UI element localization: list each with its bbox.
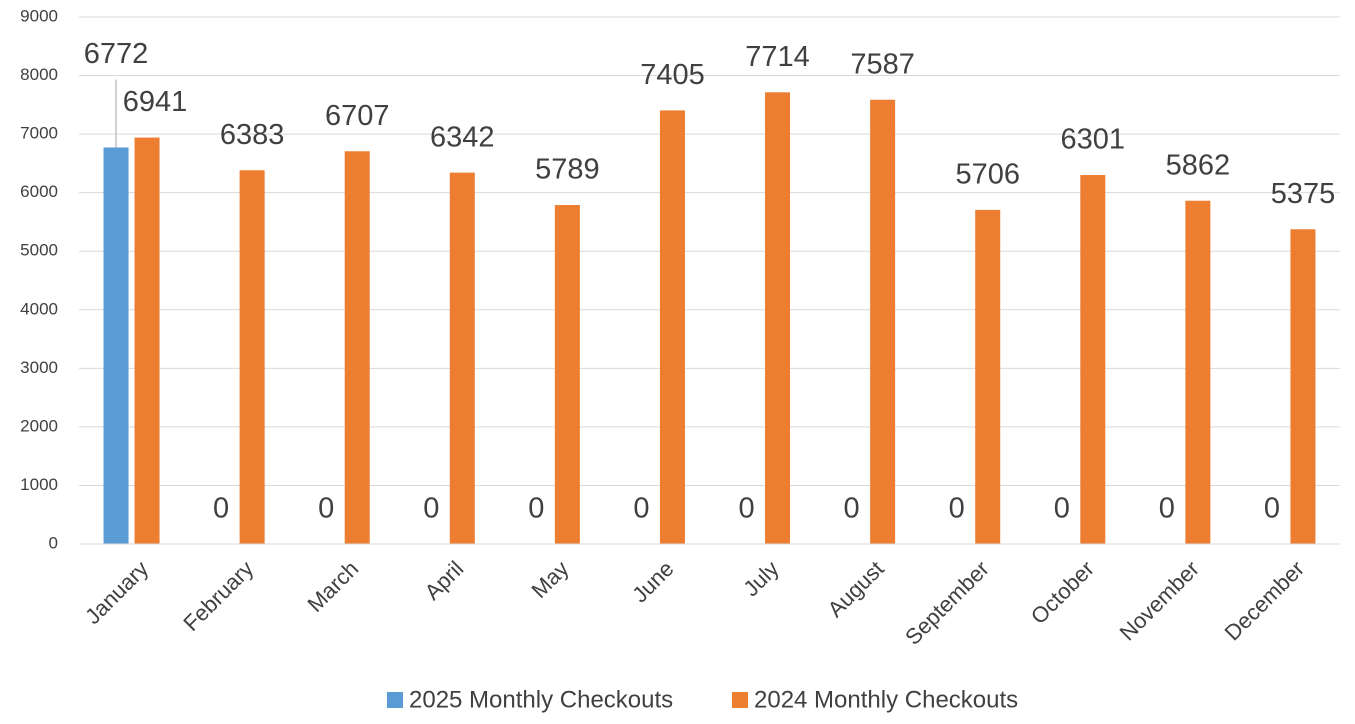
x-tick-label: December: [1220, 556, 1309, 645]
data-label: 0: [1054, 493, 1070, 525]
data-label: 6383: [220, 119, 285, 151]
x-tick-label: September: [900, 556, 994, 650]
legend-label: 2025 Monthly Checkouts: [409, 686, 673, 713]
data-label: 6941: [123, 86, 188, 118]
x-tick-label: August: [823, 556, 889, 622]
legend-label: 2024 Monthly Checkouts: [754, 686, 1018, 713]
bar: [134, 137, 160, 544]
data-label: 6707: [325, 100, 390, 132]
x-tick-label: October: [1026, 556, 1099, 629]
data-label: 0: [318, 493, 334, 525]
data-label: 7405: [640, 59, 705, 91]
bar: [554, 205, 580, 544]
y-tick-label: 3000: [20, 358, 58, 377]
y-tick-label: 1000: [20, 475, 58, 494]
data-label: 0: [844, 493, 860, 525]
y-tick-label: 4000: [20, 299, 58, 318]
legend-swatch: [387, 692, 403, 708]
bar: [449, 172, 475, 544]
data-label: 0: [528, 493, 544, 525]
x-tick-label: May: [526, 556, 573, 603]
y-tick-label: 7000: [20, 124, 58, 143]
data-label: 0: [633, 493, 649, 525]
bar: [765, 92, 791, 545]
data-label: 0: [1159, 493, 1175, 525]
x-tick-label: March: [302, 556, 363, 617]
data-label: 6342: [430, 121, 495, 153]
x-tick-label: April: [420, 556, 469, 605]
y-tick-label: 9000: [20, 6, 58, 25]
data-label: 7714: [745, 41, 810, 73]
bar: [239, 170, 265, 545]
bar: [344, 151, 370, 544]
y-tick-label: 6000: [20, 182, 58, 201]
x-tick-label: June: [627, 556, 678, 607]
x-tick-label: July: [738, 556, 783, 601]
data-label: 0: [213, 493, 229, 525]
x-tick-label: January: [80, 556, 153, 629]
bar: [1080, 175, 1106, 544]
y-tick-label: 0: [49, 533, 58, 552]
data-label: 6301: [1061, 124, 1126, 156]
x-tick-label: November: [1115, 556, 1204, 645]
bar: [1290, 229, 1316, 544]
legend-swatch: [732, 692, 748, 708]
data-label: 0: [1264, 493, 1280, 525]
data-label: 5375: [1271, 178, 1336, 210]
data-label: 0: [738, 493, 754, 525]
x-tick-label: February: [178, 556, 258, 636]
bar: [659, 110, 685, 544]
bar: [1185, 200, 1211, 545]
bar: [870, 99, 896, 544]
data-label: 5789: [535, 154, 600, 186]
data-label: 0: [949, 493, 965, 525]
data-label: 7587: [850, 48, 915, 80]
y-tick-label: 2000: [20, 416, 58, 435]
y-tick-label: 5000: [20, 241, 58, 260]
data-label: 0: [423, 493, 439, 525]
y-tick-label: 8000: [20, 65, 58, 84]
data-label: 6772: [84, 38, 149, 70]
bar: [103, 147, 129, 544]
bar: [975, 209, 1001, 544]
data-label: 5862: [1166, 149, 1231, 181]
data-label: 5706: [955, 159, 1020, 191]
